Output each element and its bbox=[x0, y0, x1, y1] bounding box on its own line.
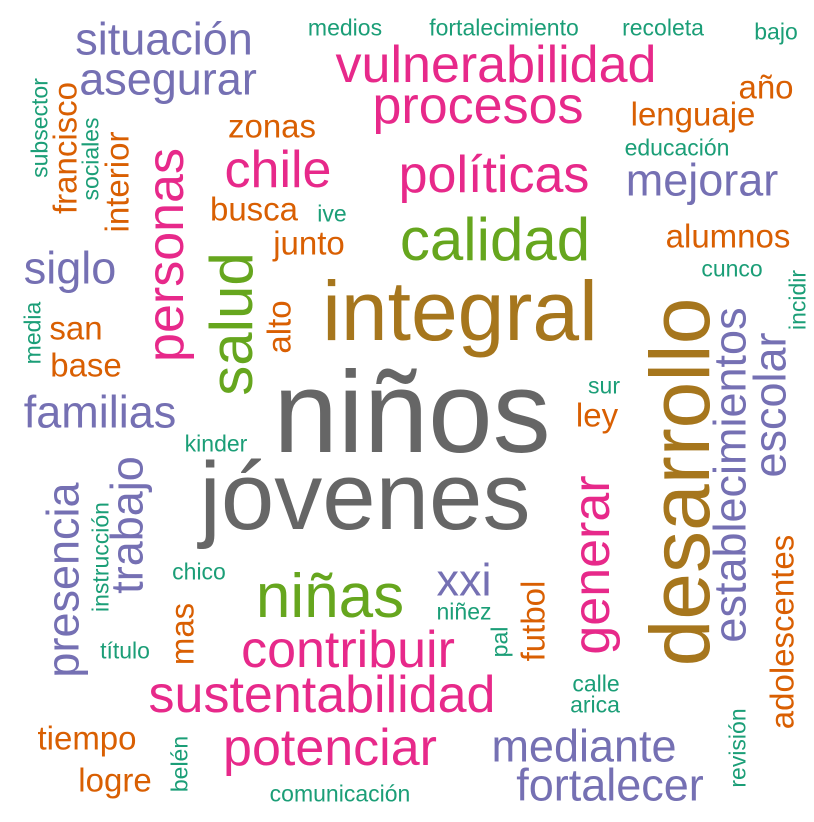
word-subsector: subsector bbox=[26, 78, 53, 178]
word-alumnos: alumnos bbox=[665, 217, 791, 255]
word-titulo: título bbox=[100, 637, 150, 664]
word-sustentabilidad: sustentabilidad bbox=[148, 666, 496, 724]
word-ano: año bbox=[738, 68, 794, 106]
word-generar: generar bbox=[563, 475, 621, 655]
word-ninas: niñas bbox=[255, 562, 405, 631]
word-potenciar: potenciar bbox=[223, 719, 437, 777]
word-cunco: cunco bbox=[701, 255, 763, 282]
word-chile: chile bbox=[224, 141, 332, 199]
word-vulnerabilidad: vulnerabilidad bbox=[335, 36, 657, 94]
word-ninos: niños bbox=[273, 347, 551, 477]
word-mas: mas bbox=[163, 602, 201, 666]
word-salud: salud bbox=[198, 252, 265, 396]
word-asegurar: asegurar bbox=[79, 53, 257, 105]
word-arica: arica bbox=[570, 691, 620, 718]
word-revision: revisión bbox=[724, 708, 751, 788]
word-chico: chico bbox=[172, 558, 226, 585]
word-integral: integral bbox=[322, 264, 598, 358]
word-lenguaje: lenguaje bbox=[630, 95, 756, 133]
word-base: base bbox=[50, 346, 122, 384]
word-sociales: sociales bbox=[77, 117, 104, 201]
word-logre: logre bbox=[78, 761, 152, 799]
word-situacion: situación bbox=[75, 13, 253, 65]
word-san: san bbox=[49, 309, 103, 347]
word-belen: belén bbox=[166, 735, 193, 793]
word-comunicacion: comunicación bbox=[269, 780, 411, 807]
word-ley: ley bbox=[575, 396, 619, 434]
word-procesos: procesos bbox=[372, 77, 584, 135]
word-educacion: educación bbox=[624, 134, 730, 161]
word-calidad: calidad bbox=[399, 206, 591, 273]
word-jovenes: jóvenes bbox=[199, 443, 531, 550]
word-medios: medios bbox=[307, 14, 383, 41]
word-tiempo: tiempo bbox=[37, 719, 137, 757]
word-mediante: mediante bbox=[491, 720, 677, 772]
word-alto: alto bbox=[260, 300, 298, 354]
word-xxi: xxi bbox=[436, 554, 492, 606]
word-zonas: zonas bbox=[227, 107, 317, 145]
word-politicas: políticas bbox=[398, 146, 590, 204]
word-fortalecer: fortalecer bbox=[516, 759, 704, 811]
word-interior: interior bbox=[98, 131, 136, 233]
word-junto: junto bbox=[273, 224, 345, 262]
word-instruccion: instrucción bbox=[87, 502, 114, 612]
word-bajo: bajo bbox=[754, 18, 798, 45]
word-pal: pal bbox=[486, 626, 513, 658]
word-ive: ive bbox=[317, 200, 347, 227]
word-futbol: futbol bbox=[514, 580, 552, 662]
word-ninez: niñez bbox=[436, 598, 492, 625]
word-adolescentes: adolescentes bbox=[763, 534, 801, 730]
word-sur: sur bbox=[588, 372, 620, 399]
word-presencia: presencia bbox=[37, 482, 89, 678]
word-kinder: kinder bbox=[184, 430, 248, 457]
word-recoleta: recoleta bbox=[622, 14, 704, 41]
word-familias: familias bbox=[23, 386, 177, 438]
word-incidir: incidir bbox=[784, 269, 811, 331]
word-media: media bbox=[19, 301, 46, 365]
word-calle: calle bbox=[572, 670, 620, 697]
word-escolar: escolar bbox=[744, 332, 796, 478]
word-fortalecimiento: fortalecimiento bbox=[429, 14, 579, 41]
word-busca: busca bbox=[209, 190, 299, 228]
word-contribuir: contribuir bbox=[241, 621, 455, 679]
word-personas: personas bbox=[137, 148, 195, 362]
word-mejorar: mejorar bbox=[625, 154, 779, 206]
word-siglo: siglo bbox=[23, 242, 117, 294]
